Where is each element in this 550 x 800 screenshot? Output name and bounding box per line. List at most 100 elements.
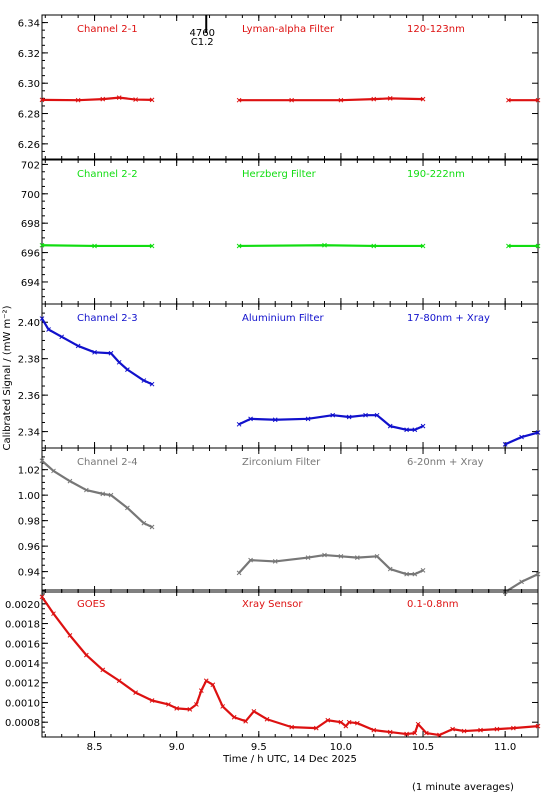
data-series-1 (39, 594, 541, 738)
data-point (251, 708, 257, 714)
data-point (322, 552, 327, 558)
y-tick-label: 0.0012 (5, 679, 40, 690)
data-point (220, 704, 226, 709)
series-line (238, 553, 424, 576)
y-tick-label: 698 (21, 219, 40, 230)
y-tick-label: 0.98 (18, 517, 40, 528)
data-point (420, 423, 426, 429)
y-tick-label: 1.02 (18, 466, 40, 477)
data-point (51, 611, 56, 617)
data-point (338, 719, 344, 725)
data-point (248, 416, 253, 422)
data-point (519, 434, 524, 440)
data-point (363, 412, 368, 418)
data-point (387, 423, 393, 429)
data-point (387, 96, 393, 101)
channel-label: Channel 2-1 (77, 24, 138, 35)
series-line (504, 431, 539, 446)
band-label: 6-20nm + Xray (407, 457, 484, 468)
data-series-1 (39, 242, 155, 249)
panel-frame (41, 447, 539, 593)
x-tick-label: 9.0 (169, 742, 185, 753)
data-point (535, 571, 541, 577)
data-point (313, 725, 319, 731)
data-point (92, 349, 97, 355)
data-point (404, 427, 409, 433)
y-tick-label: 0.94 (18, 568, 40, 579)
y-tick-label: 2.40 (18, 318, 40, 329)
data-point (412, 427, 418, 433)
y-tick-label: 0.0016 (5, 639, 40, 650)
data-point (133, 690, 138, 695)
data-point (203, 678, 209, 684)
data-point (198, 688, 204, 693)
y-axis-title: Calibrated Signal / (mW m⁻²) (2, 305, 13, 450)
x-axis-title: Time / h UTC, 14 Dec 2025 (222, 754, 357, 765)
data-point (67, 633, 73, 638)
x-tick-label: 9.5 (251, 742, 267, 753)
data-point (236, 243, 242, 249)
data-point (322, 242, 327, 248)
y-tick-label: 694 (21, 278, 40, 289)
panel-frame (41, 303, 539, 449)
data-point (415, 721, 421, 727)
series-line (41, 318, 153, 386)
series-line (239, 244, 424, 248)
data-point (346, 719, 352, 725)
data-point (423, 730, 429, 736)
data-point (478, 727, 483, 733)
data-point (149, 698, 155, 703)
data-point (519, 579, 524, 585)
y-tick-label: 1.00 (18, 491, 40, 502)
data-point (272, 417, 278, 423)
data-point (100, 667, 106, 673)
channel-label: Channel 2-4 (77, 457, 138, 468)
data-point (100, 491, 106, 497)
data-point (108, 350, 114, 356)
x-tick-label: 10.5 (412, 742, 434, 753)
y-tick-label: 0.0010 (5, 698, 40, 709)
data-point (420, 243, 426, 249)
flare-id-label: 4760 (190, 28, 215, 39)
data-point (149, 97, 155, 103)
data-point (75, 97, 81, 103)
data-point (305, 416, 311, 422)
y-tick-label: 702 (21, 160, 40, 171)
y-tick-label: 6.34 (18, 19, 40, 30)
channel-label: GOES (77, 599, 105, 610)
data-point (506, 97, 511, 103)
data-point (338, 553, 344, 559)
data-series-3 (506, 97, 541, 103)
data-point (535, 97, 541, 103)
data-point (125, 367, 130, 372)
data-point (325, 717, 331, 723)
data-point (494, 726, 500, 732)
panel-frame (41, 14, 539, 160)
data-point (535, 243, 541, 249)
data-point (412, 730, 418, 736)
data-point (248, 557, 253, 563)
data-point (149, 243, 155, 249)
y-tick-label: 0.0014 (5, 659, 40, 670)
channel-label: Channel 2-2 (77, 169, 138, 180)
data-point (187, 707, 193, 712)
data-series-3 (506, 243, 541, 249)
panel-1: 6.26 6.28 6.30 6.32 6.34 Channel 2-1 Lyman-alp… (18, 14, 541, 160)
data-series-3 (502, 430, 541, 447)
data-point (272, 559, 278, 564)
band-label: 190-222nm (407, 169, 465, 180)
x-tick-label: 10.0 (330, 742, 352, 753)
data-point (125, 505, 130, 511)
data-point (39, 458, 45, 464)
y-tick-label: 2.38 (18, 355, 40, 366)
data-point (116, 359, 122, 365)
series-line (41, 596, 539, 737)
y-tick-label: 2.34 (18, 428, 40, 439)
data-point (338, 97, 344, 103)
panel-frame (41, 159, 539, 305)
data-point (59, 334, 65, 340)
filter-label: Herzberg Filter (242, 169, 317, 180)
data-point (39, 594, 45, 600)
data-point (305, 555, 311, 560)
y-tick-label: 700 (21, 190, 40, 201)
